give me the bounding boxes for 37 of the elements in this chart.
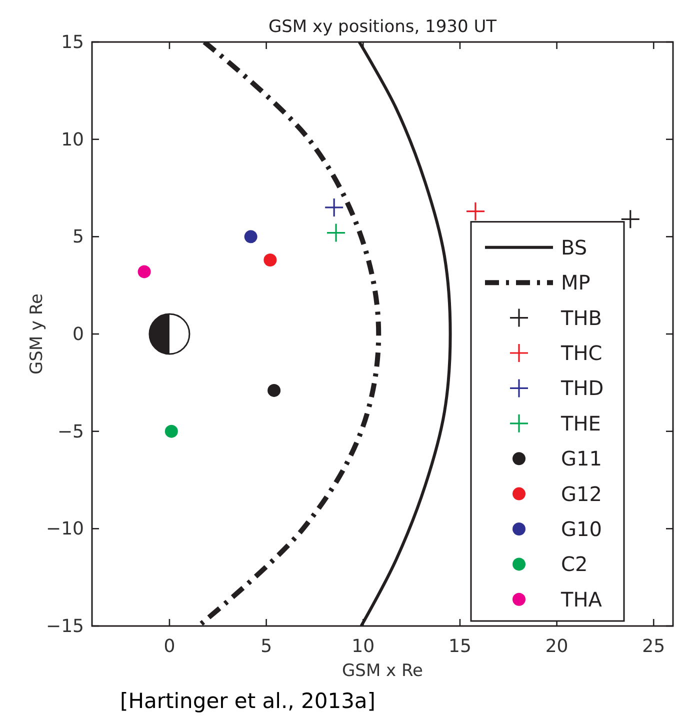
- y-tick-label: 5: [72, 226, 84, 248]
- x-tick-label: 25: [642, 636, 666, 657]
- point: [466, 202, 486, 222]
- legend-label: THD: [560, 376, 604, 400]
- x-tick-label: 5: [260, 636, 272, 657]
- y-tick-label: −5: [57, 421, 84, 442]
- point: [326, 222, 346, 243]
- legend-label: THE: [560, 411, 601, 436]
- chart-title: GSM xy positions, 1930 UT: [268, 17, 498, 37]
- point: [324, 198, 344, 218]
- legend-label: G11: [561, 446, 602, 471]
- point: [268, 384, 281, 397]
- point: [620, 209, 640, 229]
- legend-label: MP: [561, 270, 590, 295]
- x-tick-label: 15: [448, 636, 472, 657]
- x-tick-label: 10: [352, 636, 375, 657]
- y-tick-label: 0: [72, 324, 84, 345]
- y-tick-label: 15: [61, 32, 84, 53]
- x-tick-label: 0: [164, 636, 176, 657]
- text: [Hartinger et al., 2013a]: [120, 689, 376, 713]
- legend-label: G12: [561, 482, 602, 506]
- point: [164, 424, 178, 438]
- point: [264, 254, 277, 267]
- legend-label: BS: [561, 235, 588, 260]
- y-axis-title: GSM y Re: [27, 293, 47, 375]
- legend-label: C2: [561, 552, 588, 576]
- y-tick-label: −10: [46, 518, 84, 540]
- x-axis-title: GSM x Re: [342, 661, 424, 681]
- x-tick-label: 20: [545, 636, 568, 657]
- y-tick-label: −15: [46, 616, 84, 637]
- legend-label: THC: [560, 341, 602, 365]
- legend-label: THA: [560, 587, 602, 612]
- legend-label: THB: [560, 306, 602, 330]
- legend-label: G10: [561, 517, 602, 541]
- y-tick-label: 10: [61, 129, 84, 150]
- point: [244, 230, 258, 244]
- point: [138, 265, 151, 278]
